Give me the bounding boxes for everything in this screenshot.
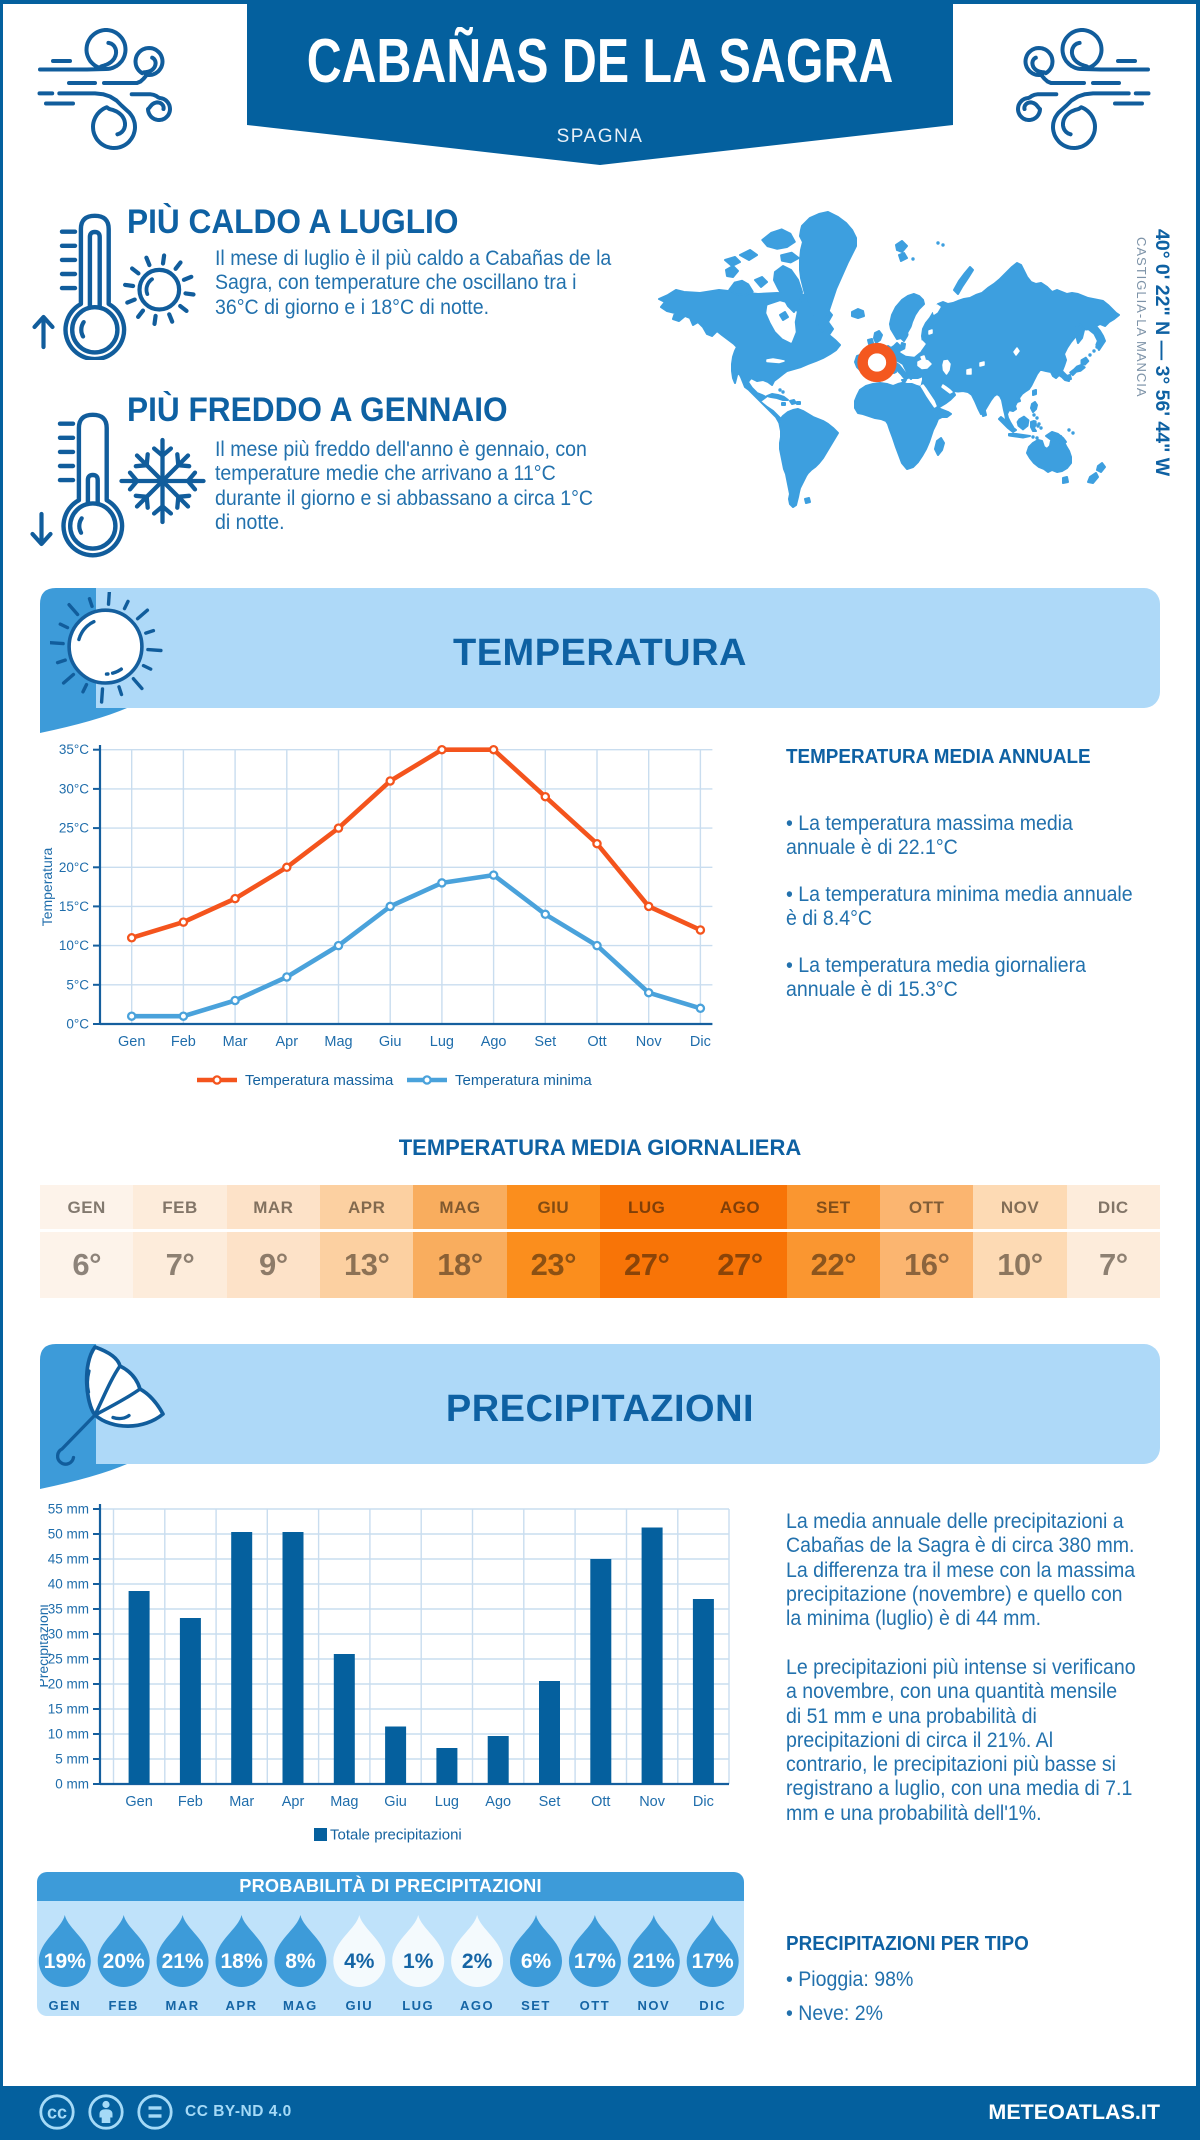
svg-text:20%: 20% xyxy=(103,1950,145,1973)
svg-text:Gen: Gen xyxy=(125,1794,152,1810)
svg-text:45 mm: 45 mm xyxy=(48,1552,89,1567)
svg-text:Giu: Giu xyxy=(384,1794,407,1810)
svg-text:Nov: Nov xyxy=(639,1794,666,1810)
svg-text:4%: 4% xyxy=(344,1950,375,1973)
svg-text:19%: 19% xyxy=(44,1950,86,1973)
svg-text:15°C: 15°C xyxy=(59,899,89,914)
svg-text:35 mm: 35 mm xyxy=(48,1602,89,1617)
svg-text:Dic: Dic xyxy=(690,1034,711,1050)
svg-text:Dic: Dic xyxy=(693,1794,714,1810)
svg-text:21%: 21% xyxy=(633,1950,675,1973)
svg-text:0 mm: 0 mm xyxy=(55,1777,89,1792)
svg-text:Apr: Apr xyxy=(276,1034,299,1050)
svg-text:SET: SET xyxy=(521,1998,551,2013)
svg-text:10°C: 10°C xyxy=(59,938,89,953)
svg-text:Precipitazioni: Precipitazioni xyxy=(40,1604,51,1687)
svg-text:2%: 2% xyxy=(462,1950,493,1973)
svg-text:6%: 6% xyxy=(521,1950,552,1973)
svg-text:40 mm: 40 mm xyxy=(48,1577,89,1592)
svg-text:Nov: Nov xyxy=(636,1034,663,1050)
svg-text:30°C: 30°C xyxy=(59,781,89,796)
svg-text:cc: cc xyxy=(47,2103,67,2123)
svg-text:Totale precipitazioni: Totale precipitazioni xyxy=(330,1827,462,1844)
svg-text:25 mm: 25 mm xyxy=(48,1652,89,1667)
svg-text:50 mm: 50 mm xyxy=(48,1527,89,1542)
svg-text:Set: Set xyxy=(539,1794,561,1810)
svg-text:17%: 17% xyxy=(574,1950,616,1973)
svg-text:Mar: Mar xyxy=(223,1034,248,1050)
svg-text:MAG: MAG xyxy=(283,1998,318,2013)
svg-text:35°C: 35°C xyxy=(59,742,89,757)
svg-text:Temperatura minima: Temperatura minima xyxy=(455,1072,592,1089)
svg-text:FEB: FEB xyxy=(108,1998,139,2013)
svg-text:MAR: MAR xyxy=(166,1998,200,2013)
svg-text:Mar: Mar xyxy=(229,1794,254,1810)
svg-text:GEN: GEN xyxy=(48,1998,81,2013)
svg-text:Gen: Gen xyxy=(118,1034,145,1050)
svg-text:Ott: Ott xyxy=(591,1794,610,1810)
svg-text:DIC: DIC xyxy=(699,1998,726,2013)
svg-text:Set: Set xyxy=(534,1034,556,1050)
svg-text:17%: 17% xyxy=(692,1950,734,1973)
svg-text:Ago: Ago xyxy=(485,1794,511,1810)
svg-text:30 mm: 30 mm xyxy=(48,1627,89,1642)
svg-text:18%: 18% xyxy=(220,1950,262,1973)
svg-text:Lug: Lug xyxy=(435,1794,459,1810)
svg-text:LUG: LUG xyxy=(402,1998,434,2013)
svg-text:25°C: 25°C xyxy=(59,821,89,836)
svg-text:Lug: Lug xyxy=(430,1034,454,1050)
svg-text:Feb: Feb xyxy=(171,1034,196,1050)
svg-text:Mag: Mag xyxy=(330,1794,358,1810)
svg-text:8%: 8% xyxy=(285,1950,316,1973)
svg-text:Feb: Feb xyxy=(178,1794,203,1810)
svg-text:Apr: Apr xyxy=(282,1794,305,1810)
svg-text:OTT: OTT xyxy=(580,1998,611,2013)
svg-text:Ago: Ago xyxy=(481,1034,507,1050)
svg-text:5 mm: 5 mm xyxy=(55,1752,89,1767)
svg-text:Temperatura: Temperatura xyxy=(40,847,55,926)
svg-text:21%: 21% xyxy=(162,1950,204,1973)
svg-text:APR: APR xyxy=(226,1998,258,2013)
svg-text:5°C: 5°C xyxy=(66,977,89,992)
svg-text:15 mm: 15 mm xyxy=(48,1702,89,1717)
svg-text:GIU: GIU xyxy=(345,1998,373,2013)
svg-text:Temperatura massima: Temperatura massima xyxy=(245,1072,394,1089)
svg-text:Giu: Giu xyxy=(379,1034,402,1050)
svg-text:10 mm: 10 mm xyxy=(48,1727,89,1742)
svg-text:Ott: Ott xyxy=(587,1034,606,1050)
svg-text:1%: 1% xyxy=(403,1950,434,1973)
svg-text:NOV: NOV xyxy=(637,1998,670,2013)
svg-text:AGO: AGO xyxy=(460,1998,494,2013)
svg-text:20 mm: 20 mm xyxy=(48,1677,89,1692)
svg-text:55 mm: 55 mm xyxy=(48,1502,89,1517)
svg-text:Mag: Mag xyxy=(324,1034,352,1050)
svg-text:20°C: 20°C xyxy=(59,860,89,875)
svg-text:0°C: 0°C xyxy=(66,1017,89,1032)
